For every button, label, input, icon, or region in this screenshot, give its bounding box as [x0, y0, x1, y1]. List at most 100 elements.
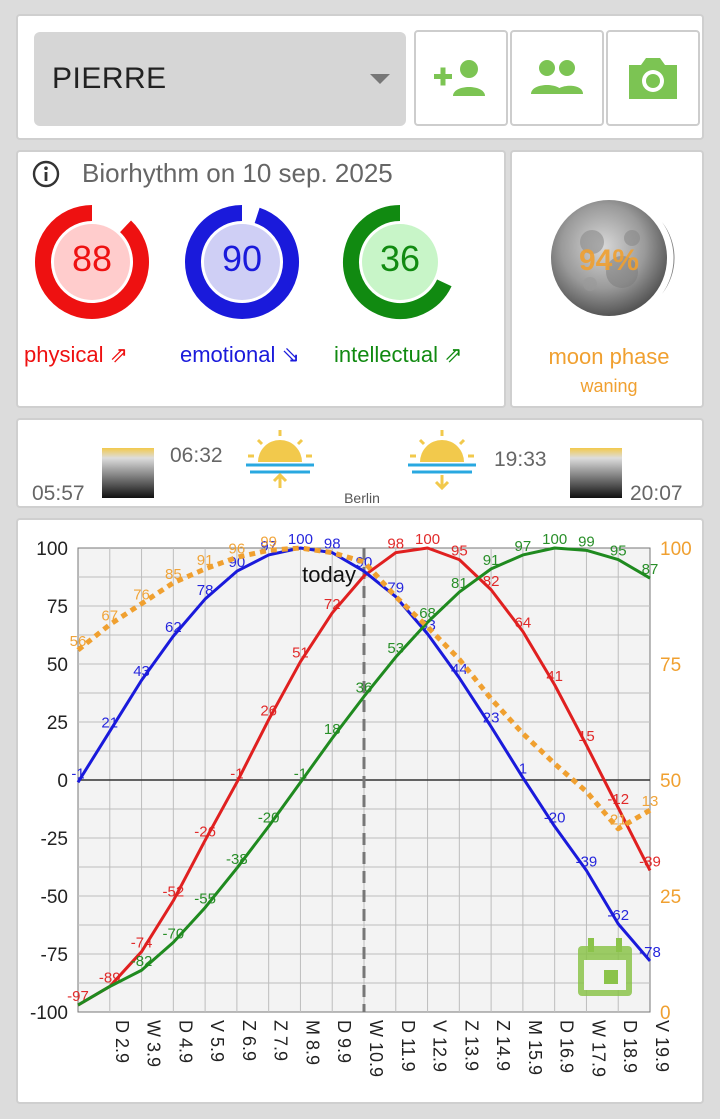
- group-button[interactable]: [510, 30, 604, 126]
- data-label: 41: [546, 668, 563, 685]
- data-label: -39: [576, 853, 598, 870]
- camera-icon: [629, 58, 677, 99]
- data-label: 78: [197, 582, 214, 599]
- physical-value: 88: [71, 238, 113, 279]
- calendar-icon[interactable]: [578, 938, 632, 996]
- y2-tick-label: 100: [660, 539, 692, 560]
- data-label: -1: [230, 765, 243, 782]
- sunrise-time: 06:32: [170, 444, 223, 467]
- sunset-icon: [408, 430, 476, 490]
- data-label: 96: [229, 540, 246, 557]
- user-select-dropdown[interactable]: PIERRE: [34, 32, 406, 126]
- data-label: 43: [133, 663, 150, 680]
- camera-button[interactable]: [606, 30, 700, 126]
- data-label: 100: [542, 531, 567, 548]
- intellectual-value: 36: [379, 238, 421, 279]
- series-line: [77, 546, 651, 1007]
- y2-tick-label: 50: [660, 771, 681, 792]
- emotional-value: 90: [221, 238, 263, 279]
- x-tick-label: W 3.9: [144, 1020, 164, 1067]
- data-label: 44: [451, 661, 468, 678]
- sun-panel: 05:57 06:32 Berlin 19:33 20:07: [16, 418, 704, 508]
- data-label: -78: [639, 944, 661, 961]
- city-label: Berlin: [344, 490, 380, 506]
- series-line: [77, 546, 652, 1007]
- data-label: 91: [483, 552, 500, 569]
- data-label: 95: [610, 543, 627, 560]
- data-label: -26: [194, 823, 216, 840]
- data-label: 98: [324, 536, 341, 553]
- x-tick-label: W 10.9: [366, 1020, 386, 1077]
- data-label: -38: [226, 851, 248, 868]
- data-label: 67: [101, 608, 118, 625]
- data-label: 98: [387, 536, 404, 553]
- user-toolbar: PIERRE: [16, 14, 704, 140]
- data-label: 97: [515, 538, 532, 555]
- data-label: 1: [519, 761, 527, 778]
- data-label: 23: [483, 710, 500, 727]
- data-label: 87: [642, 561, 659, 578]
- data-label: 100: [415, 531, 440, 548]
- moon-panel: 94% moon phase waning: [510, 150, 704, 408]
- data-label: 21: [101, 714, 118, 731]
- data-label: 62: [165, 619, 182, 636]
- data-label: 72: [324, 596, 341, 613]
- ring-arc: [35, 205, 149, 319]
- x-tick-label: D 18.9: [620, 1020, 640, 1073]
- y-tick-label: 25: [47, 713, 68, 734]
- dawn-gradient-icon: [102, 448, 154, 498]
- sunrise-icon: [246, 430, 314, 488]
- data-label: -70: [162, 925, 184, 942]
- data-label: -39: [639, 853, 661, 870]
- data-label: -55: [194, 891, 216, 908]
- y2-tick-label: 75: [660, 655, 681, 676]
- emotional-label: emotional ⇘: [180, 342, 300, 367]
- group-icon: [531, 60, 583, 94]
- physical-ring: 88: [34, 204, 150, 320]
- sunset-time: 19:33: [494, 448, 547, 471]
- data-label: -82: [131, 953, 153, 970]
- moon-phase-label: moon phase: [548, 344, 670, 369]
- today-label: today: [302, 562, 356, 587]
- data-label: -20: [258, 809, 280, 826]
- biorhythm-chart[interactable]: 100 75 50 25 0 -25 -50 -75 -100 100 75 50 25 0 D 2.9 W …: [18, 520, 702, 1102]
- data-label: 91: [197, 552, 214, 569]
- data-label: 100: [288, 531, 313, 548]
- data-label: 56: [70, 633, 87, 650]
- data-label: -20: [544, 809, 566, 826]
- x-tick-label: D 11.9: [398, 1020, 418, 1072]
- intellectual-ring: 36: [342, 204, 458, 320]
- data-label: 13: [642, 793, 659, 810]
- intellectual-label: intellectual ⇗: [334, 342, 463, 367]
- x-tick-label: D 2.9: [112, 1020, 132, 1063]
- data-label: 82: [483, 573, 500, 590]
- data-label: -52: [162, 884, 184, 901]
- biorhythm-panel: Biorhythm on 10 sep. 2025 88 90 36 physi…: [16, 150, 506, 408]
- add-person-button[interactable]: [414, 30, 508, 126]
- dawn-time: 05:57: [32, 482, 85, 505]
- dusk-gradient-icon: [570, 448, 622, 498]
- data-label: 51: [292, 645, 309, 662]
- data-label: -62: [607, 907, 629, 924]
- ring-arc: [185, 205, 299, 319]
- x-tick-label: Z 14.9: [493, 1020, 513, 1071]
- y2-tick-label: 0: [660, 1003, 671, 1024]
- moon-percent: 94%: [578, 244, 640, 277]
- y2-tick-label: 25: [660, 887, 681, 908]
- data-label: -74: [131, 935, 153, 952]
- y-tick-label: -75: [41, 945, 68, 966]
- x-tick-label: W 17.9: [588, 1020, 608, 1077]
- data-label: 15: [578, 728, 595, 745]
- data-label: 99: [578, 533, 595, 550]
- ring-arc: [343, 205, 452, 319]
- x-tick-label: D 4.9: [175, 1020, 195, 1063]
- x-tick-label: Z 7.9: [271, 1020, 291, 1061]
- x-tick-label: V 19.9: [652, 1020, 672, 1072]
- x-tick-label: Z 6.9: [239, 1020, 259, 1061]
- selected-user-name: PIERRE: [52, 62, 167, 95]
- x-tick-label: M 8.9: [302, 1020, 322, 1065]
- info-icon[interactable]: [32, 160, 60, 188]
- series-line: [76, 546, 652, 962]
- data-label: 79: [387, 580, 404, 597]
- y-tick-label: -100: [30, 1003, 68, 1024]
